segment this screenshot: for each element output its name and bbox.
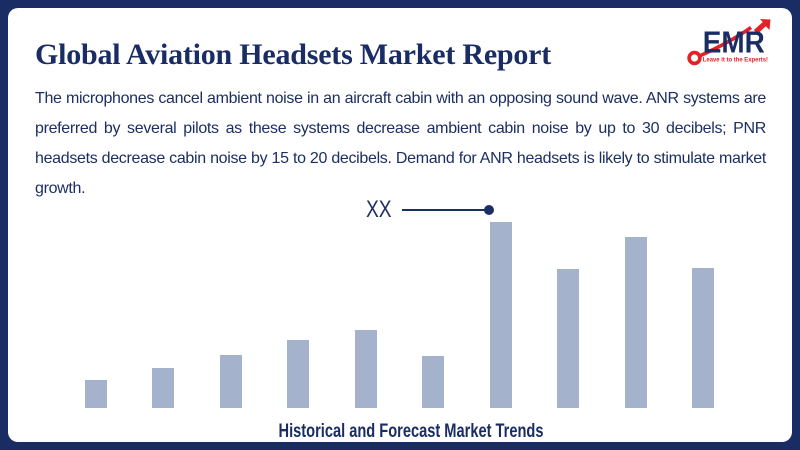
svg-text:EMR: EMR <box>703 25 765 60</box>
svg-text:Leave it to the Experts!: Leave it to the Experts! <box>703 57 768 64</box>
